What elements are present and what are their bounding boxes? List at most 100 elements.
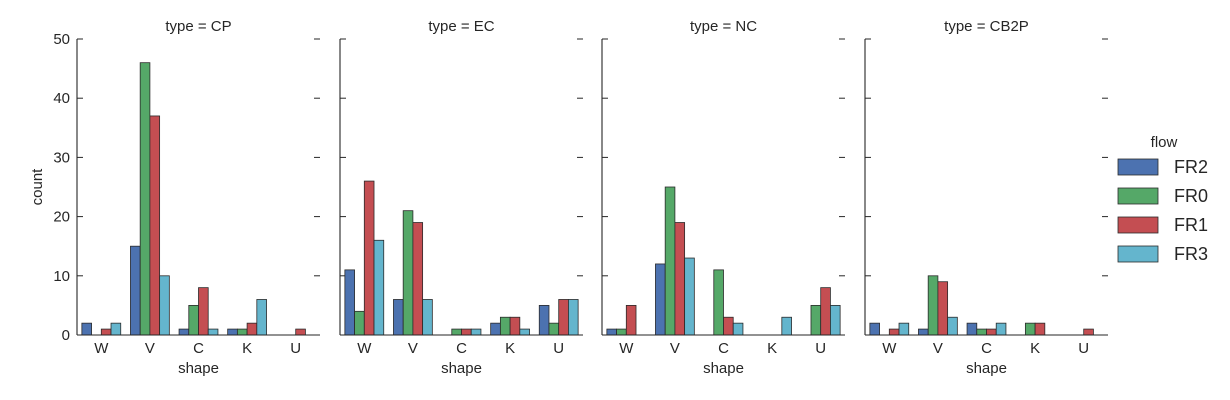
- legend-title: flow: [1151, 134, 1178, 151]
- bar: [606, 328, 617, 336]
- bar: [256, 299, 267, 336]
- bar: [986, 328, 997, 336]
- bar: [198, 287, 209, 336]
- bar: [461, 328, 472, 336]
- bar: [781, 316, 792, 336]
- bar: [684, 257, 695, 336]
- y-tick-label: 20: [53, 209, 70, 226]
- bar: [207, 328, 219, 336]
- x-tick-label: C: [193, 340, 204, 357]
- bar: [149, 115, 161, 336]
- bar: [625, 304, 637, 336]
- bar: [236, 328, 248, 336]
- bar: [451, 328, 462, 336]
- bar: [373, 239, 385, 336]
- bar: [130, 245, 141, 336]
- bar: [538, 304, 550, 336]
- bar: [732, 322, 744, 336]
- bar: [354, 310, 365, 336]
- bar: [393, 299, 404, 336]
- bar: [1034, 322, 1046, 336]
- bar: [139, 62, 151, 336]
- bar: [412, 222, 424, 336]
- legend-label: FR2: [1174, 157, 1208, 177]
- facet-title: type = EC: [428, 18, 494, 35]
- legend: flow FR2 FR0 FR1 FR3: [1117, 134, 1208, 264]
- facet-title: type = NC: [690, 18, 757, 35]
- x-tick-label: U: [553, 340, 564, 357]
- legend-label: FR1: [1174, 215, 1208, 235]
- x-axis-label: shape: [703, 360, 744, 377]
- bar: [568, 299, 579, 336]
- bar: [947, 316, 958, 336]
- y-tick-label: 50: [53, 31, 70, 48]
- x-axis-label: shape: [178, 360, 219, 377]
- y-axis-label: count: [29, 168, 46, 206]
- x-tick-label: W: [882, 340, 897, 357]
- x-tick-label: C: [981, 340, 992, 357]
- bar: [470, 328, 482, 336]
- x-tick-label: C: [456, 340, 467, 357]
- bar: [713, 269, 724, 336]
- x-tick-label: K: [767, 340, 777, 357]
- x-tick-label: U: [815, 340, 826, 357]
- bar: [888, 328, 900, 336]
- bar: [110, 322, 122, 336]
- x-tick-label: K: [242, 340, 252, 357]
- bar: [558, 299, 569, 336]
- bar: [519, 328, 530, 336]
- bar: [898, 322, 910, 336]
- legend-label: FR0: [1174, 186, 1208, 206]
- bar: [966, 322, 978, 336]
- bar: [1083, 328, 1094, 336]
- bar: [100, 328, 112, 336]
- bar: [402, 210, 414, 336]
- x-tick-label: V: [408, 340, 418, 357]
- bar: [869, 322, 880, 336]
- x-tick-label: C: [718, 340, 729, 357]
- bar: [227, 328, 238, 336]
- bar: [995, 322, 1007, 336]
- bar: [509, 316, 521, 336]
- x-tick-label: U: [1078, 340, 1089, 357]
- bar: [664, 186, 676, 336]
- bar: [616, 328, 627, 336]
- bar: [937, 281, 949, 336]
- y-tick-label: 10: [53, 268, 70, 285]
- legend-swatch: [1117, 187, 1159, 205]
- x-tick-label: K: [1030, 340, 1040, 357]
- x-tick-label: V: [933, 340, 943, 357]
- x-axis-label: shape: [966, 360, 1007, 377]
- x-tick-label: V: [145, 340, 155, 357]
- bar: [655, 263, 666, 336]
- bar: [1024, 322, 1036, 336]
- facet-title: type = CB2P: [944, 18, 1029, 35]
- bar: [976, 328, 987, 336]
- x-tick-label: V: [670, 340, 680, 357]
- bar: [927, 275, 939, 336]
- y-tick-label: 40: [53, 90, 70, 107]
- bar: [178, 328, 190, 336]
- bar: [363, 180, 375, 336]
- legend-label: FR3: [1174, 244, 1208, 264]
- facet-title: type = CP: [165, 18, 231, 35]
- legend-swatch: [1117, 216, 1159, 234]
- bar: [830, 304, 841, 336]
- x-tick-label: W: [94, 340, 109, 357]
- bar: [81, 322, 92, 336]
- x-axis-label: shape: [441, 360, 482, 377]
- bar: [159, 275, 170, 336]
- y-tick-label: 0: [62, 327, 70, 344]
- bar: [674, 222, 686, 336]
- x-tick-label: W: [619, 340, 634, 357]
- bar: [810, 304, 822, 336]
- bar: [499, 316, 511, 336]
- bar: [548, 322, 560, 336]
- bar: [344, 269, 355, 336]
- bar: [918, 328, 929, 336]
- bar: [723, 316, 734, 336]
- bar: [422, 299, 433, 336]
